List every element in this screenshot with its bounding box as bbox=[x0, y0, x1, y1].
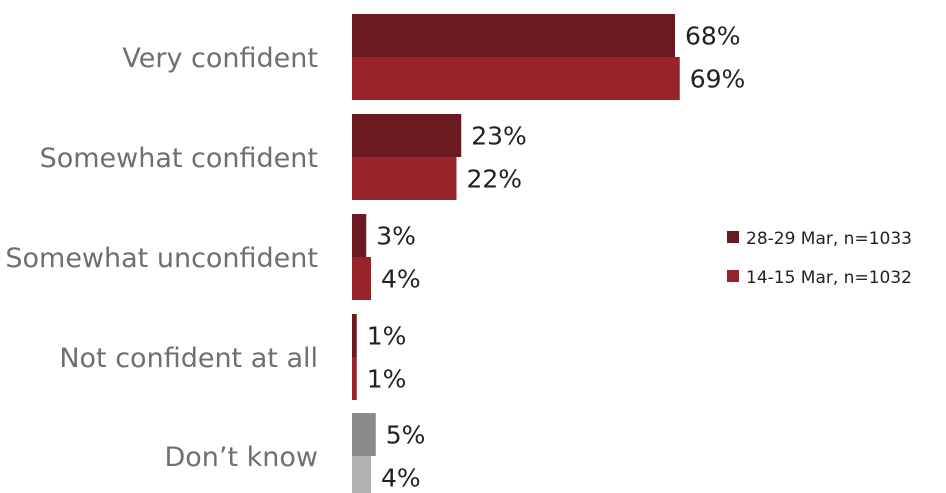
category-label: Don’t know bbox=[164, 442, 318, 473]
value-label: 3% bbox=[376, 222, 416, 251]
value-label: 22% bbox=[467, 165, 523, 194]
value-label: 4% bbox=[381, 265, 421, 294]
bar bbox=[352, 357, 357, 400]
value-label: 1% bbox=[367, 365, 407, 394]
legend-swatch-series-1 bbox=[727, 231, 739, 243]
bars bbox=[352, 14, 680, 493]
bar bbox=[352, 314, 357, 357]
legend-label-series-2: 14-15 Mar, n=1032 bbox=[746, 268, 912, 288]
value-label: 23% bbox=[471, 122, 527, 151]
bar bbox=[352, 14, 675, 57]
value-labels: 68% 69% 23% 22% 3% 4% 1% 1% 5% 4% bbox=[367, 22, 746, 493]
value-label: 5% bbox=[386, 421, 426, 450]
value-label: 68% bbox=[685, 22, 741, 51]
bar bbox=[352, 214, 367, 257]
value-label: 69% bbox=[690, 65, 746, 94]
legend-swatch-series-2 bbox=[727, 270, 739, 282]
legend-label-series-1: 28-29 Mar, n=1033 bbox=[746, 229, 912, 249]
value-label: 1% bbox=[367, 322, 407, 351]
category-label: Somewhat confident bbox=[40, 143, 318, 174]
legend: 28-29 Mar, n=1033 14-15 Mar, n=1032 bbox=[727, 229, 912, 288]
value-label: 4% bbox=[381, 464, 421, 493]
bar bbox=[352, 57, 680, 100]
category-label: Very confident bbox=[122, 43, 318, 74]
category-labels: Very confident Somewhat confident Somewhat… bbox=[5, 43, 318, 473]
category-label: Somewhat unconfident bbox=[5, 243, 318, 274]
category-label: Not confident at all bbox=[59, 343, 318, 374]
bar bbox=[352, 114, 462, 157]
bar bbox=[352, 257, 371, 300]
bar bbox=[352, 413, 376, 456]
bar bbox=[352, 456, 371, 493]
bar bbox=[352, 157, 457, 200]
